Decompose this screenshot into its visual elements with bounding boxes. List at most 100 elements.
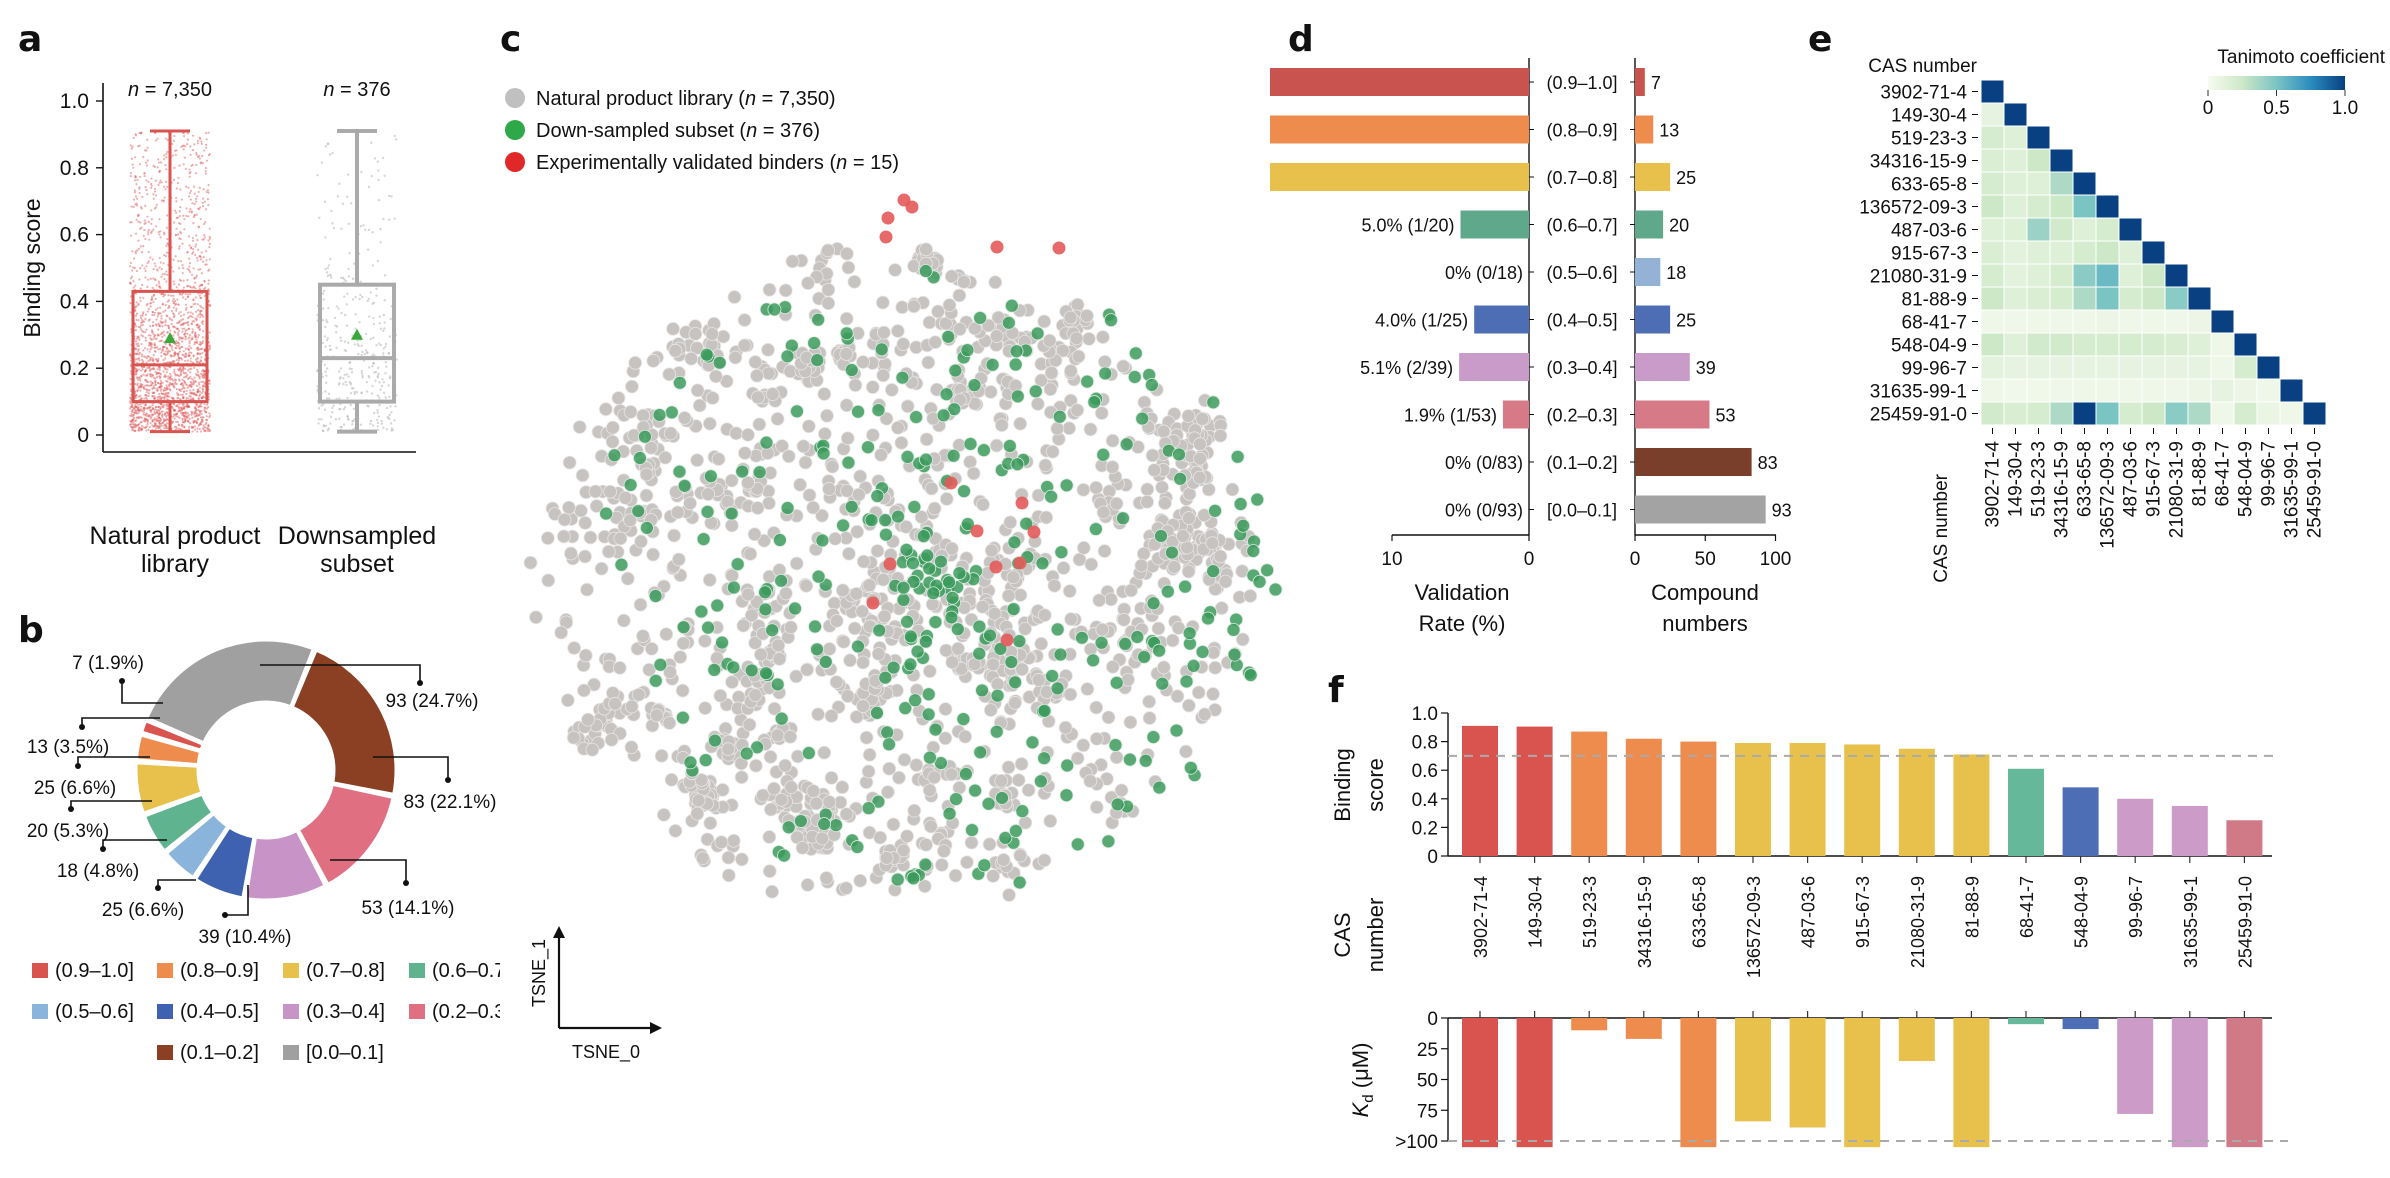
- jitter-point: [201, 390, 205, 393]
- point-subset: [807, 336, 822, 350]
- point-library: [1171, 621, 1186, 635]
- jitter-point: [195, 276, 198, 279]
- point-library: [748, 355, 763, 369]
- series-natural-product-library: [523, 241, 1258, 902]
- jitter-point: [163, 254, 166, 257]
- heatmap-cell: [2026, 355, 2051, 380]
- jitter-point: [378, 381, 381, 384]
- jitter-point: [208, 398, 211, 401]
- jitter-point: [184, 353, 187, 356]
- point-library: [639, 488, 654, 503]
- point-library: [952, 288, 967, 303]
- point-library: [757, 533, 772, 548]
- point-library: [581, 712, 595, 727]
- point-subset: [788, 601, 802, 616]
- jitter-point: [149, 368, 152, 371]
- jitter-point: [158, 218, 161, 221]
- point-subset: [1226, 622, 1241, 637]
- point-subset: [934, 554, 948, 569]
- jitter-point: [142, 409, 145, 412]
- jitter-point: [348, 251, 351, 255]
- heatmap-cell: [2003, 401, 2028, 426]
- jitter-point: [151, 381, 154, 385]
- point-library: [765, 387, 780, 401]
- jitter-point: [197, 313, 200, 316]
- validation-rate-bar: [1270, 163, 1529, 191]
- point-subset: [726, 580, 741, 595]
- heatmap-cell: [2256, 378, 2281, 403]
- jitter-point: [208, 227, 211, 230]
- jitter-point: [160, 385, 163, 388]
- jitter-point: [191, 163, 194, 166]
- jitter-point: [160, 293, 163, 296]
- point-library: [982, 837, 997, 852]
- point-library: [1013, 588, 1028, 602]
- jitter-point: [129, 402, 132, 405]
- jitter-point: [134, 195, 138, 198]
- point-library: [644, 641, 659, 656]
- jitter-point: [200, 412, 203, 416]
- point-library: [822, 642, 837, 656]
- point-library: [668, 343, 683, 358]
- jitter-point: [172, 258, 175, 261]
- jitter-point: [137, 319, 140, 322]
- jitter-point: [202, 188, 205, 191]
- jitter-point: [208, 428, 211, 431]
- jitter-point: [195, 151, 198, 155]
- heatmap-cell: [2095, 217, 2120, 242]
- jitter-point: [369, 422, 372, 425]
- point-library: [716, 329, 731, 344]
- compound-count-label: 53: [1715, 406, 1735, 426]
- jitter-point: [349, 202, 353, 205]
- series-down-sampled-subset: [599, 264, 1283, 890]
- jitter-point: [200, 420, 203, 424]
- jitter-point: [207, 269, 210, 272]
- jitter-point: [201, 205, 205, 208]
- heatmap-cell: [2003, 309, 2028, 334]
- jitter-point: [165, 270, 168, 273]
- point-subset: [1227, 647, 1242, 662]
- validation-rate-bar: [1460, 210, 1529, 239]
- jitter-point: [317, 418, 321, 421]
- point-subset: [878, 513, 893, 528]
- jitter-point: [146, 138, 149, 141]
- jitter-point: [143, 175, 146, 178]
- point-library: [840, 246, 854, 261]
- jitter-point: [342, 423, 346, 426]
- jitter-point: [182, 296, 185, 299]
- jitter-point: [162, 404, 166, 407]
- jitter-point: [203, 383, 206, 386]
- heatmap-cell: [2141, 332, 2166, 357]
- jitter-point: [183, 327, 186, 330]
- jitter-point: [178, 407, 181, 410]
- jitter-point: [354, 313, 357, 316]
- point-library: [623, 513, 638, 528]
- jitter-point: [187, 215, 190, 218]
- jitter-point: [133, 416, 136, 420]
- jitter-point: [207, 154, 210, 157]
- jitter-point: [335, 305, 339, 308]
- jitter-point: [131, 266, 135, 269]
- jitter-point: [148, 384, 151, 387]
- jitter-point: [206, 197, 210, 201]
- jitter-point: [379, 241, 382, 244]
- heatmap-cell: [2072, 217, 2097, 242]
- point-subset: [896, 580, 911, 595]
- jitter-point: [171, 325, 175, 328]
- jitter-point: [172, 297, 175, 301]
- jitter-point: [207, 191, 210, 194]
- point-library: [749, 758, 763, 773]
- jitter-point: [148, 426, 152, 429]
- jitter-point: [323, 363, 326, 367]
- point-library: [753, 647, 768, 662]
- jitter-point: [149, 324, 152, 328]
- jitter-point: [180, 232, 183, 235]
- jitter-point: [184, 355, 187, 358]
- point-subset: [965, 823, 979, 837]
- jitter-point: [149, 410, 153, 413]
- legend-label: [0.0–0.1]: [306, 1042, 384, 1064]
- jitter-point: [134, 133, 137, 136]
- jitter-point: [199, 372, 203, 375]
- jitter-point: [174, 153, 177, 157]
- point-library: [1243, 589, 1258, 603]
